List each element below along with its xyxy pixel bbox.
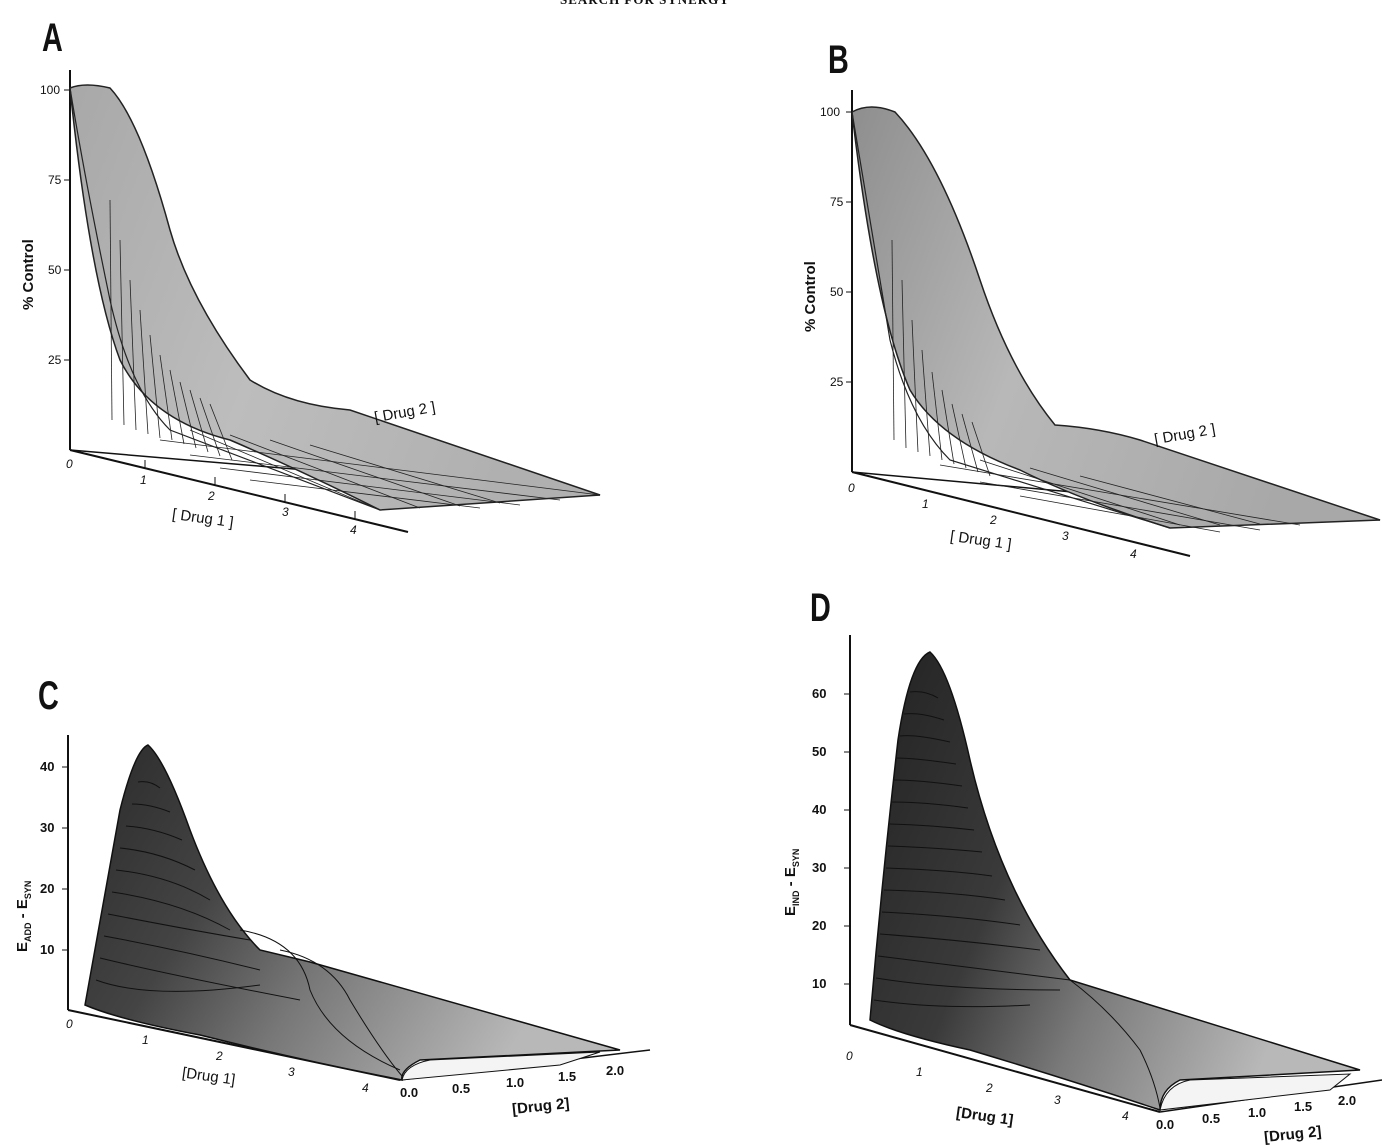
contour-lines [873, 691, 1161, 1109]
x-tick-3: 3 [288, 1065, 295, 1079]
y-tick-40: 40 [812, 802, 827, 817]
x-tick-2: 2 [216, 1049, 223, 1063]
y-tick-25: 25 [48, 353, 62, 367]
z-tick-1.5: 1.5 [558, 1069, 577, 1084]
contour-lines [95, 781, 403, 1077]
x-axis [69, 449, 409, 533]
x-axis [851, 471, 1191, 557]
panel-label-d: D [810, 586, 831, 630]
y-tick-60: 60 [812, 686, 827, 701]
surface-plot-c [62, 735, 651, 1081]
y-tick-30: 30 [40, 820, 55, 835]
y-axis-title: EIND - ESYN [782, 849, 801, 916]
x-tick-1: 1 [922, 497, 929, 511]
wireframe [891, 239, 1301, 533]
y-tick-75: 75 [830, 195, 844, 209]
y-tick-50: 50 [812, 744, 827, 759]
y-tick-25: 25 [830, 375, 844, 389]
x-tick-1: 1 [142, 1033, 149, 1047]
y-axis-title-sub1: ADD [23, 922, 33, 942]
y-axis-title-mid: - E [782, 867, 799, 891]
z-tick-2.0: 2.0 [1338, 1093, 1357, 1108]
z-tick-1.0: 1.0 [506, 1075, 525, 1090]
x-axis [849, 1024, 1161, 1113]
x-tick-4: 4 [1130, 547, 1137, 561]
panel-label-b: B [828, 38, 849, 82]
y-tick-100: 100 [40, 83, 61, 97]
x-tick-0: 0 [848, 481, 855, 495]
surface-plot-a [64, 70, 601, 533]
panel-label-a: A [42, 16, 63, 60]
y-axis-title-sub1: IND [791, 890, 801, 906]
light-region [1159, 1073, 1352, 1111]
x-tick-0: 0 [846, 1049, 853, 1063]
y-axis-title-e: E [782, 905, 799, 916]
x-tick-4: 4 [1122, 1109, 1129, 1123]
surface-plot-d [844, 635, 1382, 1113]
y-tick-20: 20 [40, 881, 55, 896]
panel-d: D 6 [770, 580, 1382, 1148]
y-tick-75: 75 [48, 173, 62, 187]
z-tick-0.0: 0.0 [400, 1085, 419, 1100]
z-tick-1.5: 1.5 [1294, 1099, 1313, 1114]
x-tick-3: 3 [1062, 529, 1069, 543]
y-tick-10: 10 [40, 942, 55, 957]
panel-b: B 100 75 50 25 % Control 0 1 2 [780, 20, 1381, 580]
panel-a: A 1 0 [0, 0, 650, 560]
y-tick-100: 100 [820, 105, 841, 119]
x-tick-1: 1 [916, 1065, 923, 1079]
wireframe [109, 199, 601, 511]
y-axis-title-mid: - E [14, 899, 31, 923]
panel-label-c: C [38, 674, 59, 718]
surface-shaded [869, 651, 1361, 1112]
x-tick-2: 2 [990, 513, 997, 527]
y-axis-title: % Control [802, 261, 819, 332]
x-tick-1: 1 [140, 473, 147, 487]
z-tick-0.5: 0.5 [452, 1081, 471, 1096]
y-axis-title-sub2: SYN [791, 848, 801, 868]
y-tick-50: 50 [48, 263, 62, 277]
light-region [401, 1051, 601, 1081]
z-tick-0.5: 0.5 [1202, 1111, 1221, 1126]
y-tick-10: 10 [812, 976, 827, 991]
x-tick-4: 4 [362, 1081, 369, 1095]
y-axis-title-e: E [14, 941, 31, 952]
x-tick-3: 3 [282, 505, 289, 519]
surface-plot-b [846, 90, 1381, 557]
surface-shaded [69, 84, 601, 511]
x-tick-0: 0 [66, 1017, 73, 1031]
x-tick-3: 3 [1054, 1093, 1061, 1107]
y-tick-50: 50 [830, 285, 844, 299]
panel-c: C 40 30 20 10 [0, 640, 660, 1148]
page-header: SEARCH FOR SYNERGY [560, 0, 730, 8]
x-tick-2: 2 [208, 489, 215, 503]
y-tick-30: 30 [812, 860, 827, 875]
y-tick-40: 40 [40, 759, 55, 774]
z-tick-2.0: 2.0 [606, 1063, 625, 1078]
y-axis-title-sub2: SYN [23, 880, 33, 900]
surface-front-edge [69, 87, 381, 511]
surface-shaded [851, 106, 1381, 529]
z-tick-0.0: 0.0 [1156, 1117, 1175, 1132]
x-tick-4: 4 [350, 523, 357, 537]
y-tick-20: 20 [812, 918, 827, 933]
y-axis-title: EADD - ESYN [14, 881, 33, 952]
z-tick-1.0: 1.0 [1248, 1105, 1267, 1120]
surface-shaded [84, 744, 621, 1081]
y-axis-title: % Control [20, 239, 37, 310]
x-tick-2: 2 [986, 1081, 993, 1095]
x-tick-0: 0 [66, 457, 73, 471]
